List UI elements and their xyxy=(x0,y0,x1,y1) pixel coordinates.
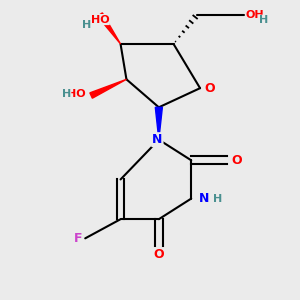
Text: H: H xyxy=(259,15,268,25)
Text: H: H xyxy=(82,20,91,30)
Text: O: O xyxy=(154,248,164,261)
Text: O: O xyxy=(205,82,215,95)
Text: HO: HO xyxy=(67,89,85,99)
Polygon shape xyxy=(98,13,121,44)
Text: N: N xyxy=(152,133,163,146)
Text: N: N xyxy=(199,192,209,205)
Text: H: H xyxy=(213,194,223,204)
Text: F: F xyxy=(74,232,82,245)
Text: OH: OH xyxy=(246,10,264,20)
Text: O: O xyxy=(232,154,242,167)
Polygon shape xyxy=(155,107,162,140)
Polygon shape xyxy=(90,79,126,98)
Text: HO: HO xyxy=(91,15,109,25)
Text: H: H xyxy=(62,89,71,99)
